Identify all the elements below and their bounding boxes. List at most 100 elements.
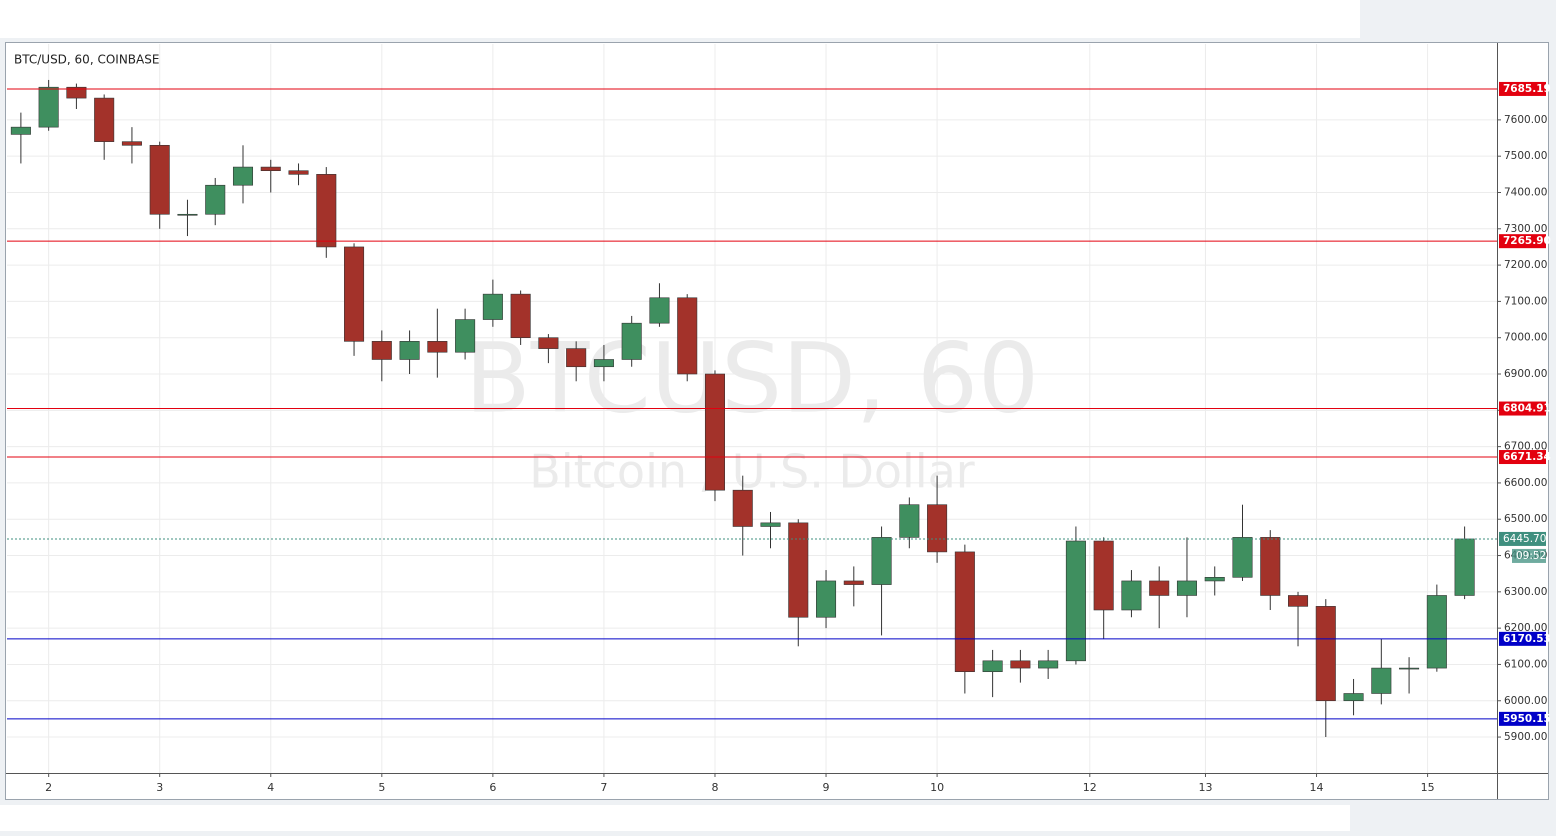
last-price-label: 6445.70 [1503, 533, 1546, 545]
candle-body [1260, 537, 1281, 596]
level-label-box [1499, 631, 1546, 646]
countdown-label: 09:52 [1516, 550, 1546, 562]
candle-body [427, 341, 448, 353]
candle-body [1426, 595, 1447, 669]
candle-body [344, 246, 365, 342]
x-tick-label: 10 [930, 781, 944, 794]
candle-body [260, 166, 281, 172]
x-tick-label: 4 [267, 781, 274, 794]
candle-body [927, 504, 948, 553]
x-tick-label: 13 [1198, 781, 1212, 794]
candle-body [871, 537, 892, 585]
candle-body [593, 359, 614, 368]
x-tick-label: 14 [1310, 781, 1324, 794]
candle-body [677, 297, 698, 375]
candle-body [1176, 580, 1197, 596]
y-tick-label: 6700.00 [1504, 441, 1547, 453]
candle-body [1232, 537, 1253, 578]
y-tick-label: 6200.00 [1504, 622, 1547, 634]
candle-body [1038, 660, 1059, 669]
candle-body [760, 522, 781, 527]
candle-body [1399, 667, 1420, 670]
top-bar [0, 0, 1360, 38]
level-label-box [1499, 450, 1546, 465]
candle-body [1065, 540, 1086, 662]
chart-title: BTC/USD, 60, COINBASE [14, 53, 159, 67]
level-label: 6804.91 [1503, 403, 1551, 415]
x-tick-label: 6 [489, 781, 496, 794]
level-label: 6170.53 [1503, 633, 1551, 645]
candle-body [399, 341, 420, 360]
candle-body [205, 184, 226, 215]
y-tick-label: 7100.00 [1504, 295, 1547, 307]
candle-body [38, 86, 59, 128]
y-tick-label: 7500.00 [1504, 150, 1547, 162]
candle-body [1093, 540, 1114, 611]
y-tick-label: 6300.00 [1504, 586, 1547, 598]
watermark-subtitle: Bitcoin / U.S. Dollar [529, 445, 975, 499]
candle-body [94, 97, 115, 142]
candle-body [732, 489, 753, 527]
x-tick-label: 8 [711, 781, 718, 794]
candle-body [482, 293, 503, 320]
last-price-box [1499, 531, 1546, 546]
y-tick-label: 7600.00 [1504, 114, 1547, 126]
y-tick-label: 7000.00 [1504, 332, 1547, 344]
y-tick-label: 6100.00 [1504, 658, 1547, 670]
candle-body [288, 170, 309, 175]
candle-body [843, 580, 864, 585]
candle-body [788, 522, 809, 618]
watermark: BTCUSD, 60 [465, 322, 1039, 434]
candle-body [149, 144, 170, 215]
x-tick-label: 5 [378, 781, 385, 794]
candle-body [1288, 595, 1309, 607]
candle-body [316, 174, 337, 248]
y-tick-label: 6500.00 [1504, 513, 1547, 525]
candle-body [10, 126, 31, 135]
candle-body [1371, 667, 1392, 694]
candle-body [510, 293, 531, 339]
y-tick-label: 6000.00 [1504, 695, 1547, 707]
candle-body [538, 337, 559, 349]
candle-body [1343, 693, 1364, 702]
x-tick-label: 3 [156, 781, 163, 794]
x-tick-label: 9 [823, 781, 830, 794]
y-tick-label: 5900.00 [1504, 731, 1547, 743]
y-tick-label: 6900.00 [1504, 368, 1547, 380]
x-tick-label: 12 [1083, 781, 1097, 794]
candle-body [704, 373, 725, 491]
level-label: 5950.15 [1503, 713, 1551, 725]
candle-body [954, 551, 975, 673]
candle-body [1010, 660, 1031, 669]
level-label-box [1499, 81, 1546, 96]
x-tick-label: 15 [1421, 781, 1435, 794]
candle-body [66, 86, 87, 99]
level-label: 6671.34 [1503, 451, 1551, 463]
candle-body [1204, 577, 1225, 582]
level-label-box [1499, 401, 1546, 416]
candle-body [455, 319, 476, 353]
candle-body [1315, 606, 1336, 702]
candle-body [899, 504, 920, 538]
candle-body [649, 297, 670, 324]
candle-body [816, 580, 837, 618]
level-label: 7265.90 [1503, 235, 1551, 247]
candle-body [982, 660, 1003, 673]
level-label-box [1499, 711, 1546, 726]
level-label-box [1499, 234, 1546, 249]
countdown-box [1512, 548, 1546, 563]
y-tick-label: 7400.00 [1504, 186, 1547, 198]
level-label: 7685.19 [1503, 83, 1551, 95]
y-tick-label: 7300.00 [1504, 223, 1547, 235]
y-tick-label: 6600.00 [1504, 477, 1547, 489]
candle-body [371, 341, 392, 360]
candle-body [177, 213, 198, 216]
x-tick-label: 7 [600, 781, 607, 794]
candle-body [1121, 580, 1142, 611]
bottom-bar [0, 805, 1350, 831]
candle-body [566, 348, 587, 368]
candle-body [621, 322, 642, 360]
candle-body [232, 166, 254, 186]
